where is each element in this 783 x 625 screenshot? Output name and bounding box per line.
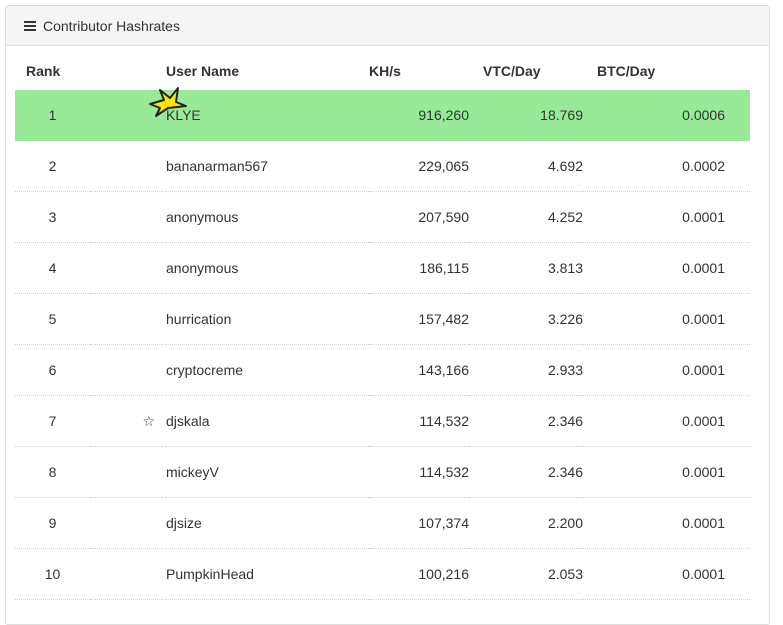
header-rank[interactable]: Rank [26, 63, 61, 79]
star-icon [90, 548, 166, 600]
user-name-cell[interactable]: cryptocreme [166, 344, 369, 396]
table-header-row: Rank User Name KH/s VTC/Day BTC/Day [15, 52, 750, 90]
btc-day-cell: 0.0001 [583, 395, 750, 447]
rank-cell: 1 [15, 90, 90, 141]
vtc-day-cell: 3.226 [469, 293, 583, 345]
vtc-day-cell: 18.769 [469, 90, 583, 141]
user-name-cell[interactable]: mickeyV [166, 446, 369, 498]
table-row[interactable]: 5 hurrication 157,482 3.226 0.0001 [15, 293, 750, 345]
panel-title: Contributor Hashrates [43, 17, 180, 34]
vtc-day-cell: 2.346 [469, 395, 583, 447]
user-name-cell[interactable]: KLYE [166, 90, 369, 141]
rank-cell: 4 [15, 242, 90, 294]
rank-cell: 8 [15, 446, 90, 498]
khs-cell: 207,590 [369, 191, 469, 243]
khs-cell: 114,532 [369, 446, 469, 498]
header-vtc-day[interactable]: VTC/Day [483, 63, 541, 79]
btc-day-cell: 0.0001 [583, 242, 750, 294]
header-user-name[interactable]: User Name [166, 63, 240, 79]
star-icon [90, 344, 166, 396]
table-row[interactable]: 3 anonymous 207,590 4.252 0.0001 [15, 191, 750, 243]
table-row[interactable]: 1 KLYE 916,260 18.769 0.0006 [15, 90, 750, 141]
star-icon [90, 293, 166, 345]
table-row[interactable]: 4 anonymous 186,115 3.813 0.0001 [15, 242, 750, 294]
btc-day-cell: 0.0006 [583, 90, 750, 141]
user-name-cell[interactable]: anonymous [166, 242, 369, 294]
menu-icon [24, 20, 36, 31]
btc-day-cell: 0.0001 [583, 446, 750, 498]
khs-cell: 916,260 [369, 90, 469, 141]
vtc-day-cell: 4.252 [469, 191, 583, 243]
rank-cell: 6 [15, 344, 90, 396]
khs-cell: 100,216 [369, 548, 469, 600]
vtc-day-cell: 2.933 [469, 344, 583, 396]
khs-cell: 143,166 [369, 344, 469, 396]
star-icon [90, 90, 166, 141]
header-btc-day[interactable]: BTC/Day [597, 63, 656, 79]
user-name-cell[interactable]: PumpkinHead [166, 548, 369, 600]
btc-day-cell: 0.0001 [583, 548, 750, 600]
user-name-cell[interactable]: anonymous [166, 191, 369, 243]
panel-heading: Contributor Hashrates [6, 6, 769, 46]
khs-cell: 186,115 [369, 242, 469, 294]
vtc-day-cell: 4.692 [469, 140, 583, 192]
table-row[interactable]: 8 mickeyV 114,532 2.346 0.0001 [15, 446, 750, 498]
rank-cell: 10 [15, 548, 90, 600]
user-name-cell[interactable]: djsize [166, 497, 369, 549]
btc-day-cell: 0.0001 [583, 293, 750, 345]
rank-cell: 9 [15, 497, 90, 549]
hashrate-table: Rank User Name KH/s VTC/Day BTC/Day 1 KLY… [15, 52, 750, 600]
vtc-day-cell: 2.200 [469, 497, 583, 549]
khs-cell: 107,374 [369, 497, 469, 549]
star-icon [90, 191, 166, 243]
btc-day-cell: 0.0002 [583, 140, 750, 192]
vtc-day-cell: 3.813 [469, 242, 583, 294]
header-khs[interactable]: KH/s [369, 63, 401, 79]
header-star [90, 52, 166, 90]
star-icon [90, 140, 166, 192]
user-name-cell[interactable]: bananarman567 [166, 140, 369, 192]
table-row[interactable]: 7 ☆ djskala 114,532 2.346 0.0001 [15, 395, 750, 447]
star-icon [90, 497, 166, 549]
khs-cell: 229,065 [369, 140, 469, 192]
vtc-day-cell: 2.053 [469, 548, 583, 600]
hashrate-table-wrapper: Rank User Name KH/s VTC/Day BTC/Day 1 KLY… [15, 52, 750, 600]
rank-cell: 2 [15, 140, 90, 192]
rank-cell: 3 [15, 191, 90, 243]
btc-day-cell: 0.0001 [583, 191, 750, 243]
star-icon [90, 242, 166, 294]
table-row[interactable]: 6 cryptocreme 143,166 2.933 0.0001 [15, 344, 750, 396]
star-icon [90, 446, 166, 498]
user-name-cell[interactable]: hurrication [166, 293, 369, 345]
table-row[interactable]: 10 PumpkinHead 100,216 2.053 0.0001 [15, 548, 750, 600]
vtc-day-cell: 2.346 [469, 446, 583, 498]
table-row[interactable]: 9 djsize 107,374 2.200 0.0001 [15, 497, 750, 549]
rank-cell: 7 [15, 395, 90, 447]
khs-cell: 157,482 [369, 293, 469, 345]
btc-day-cell: 0.0001 [583, 497, 750, 549]
rank-cell: 5 [15, 293, 90, 345]
khs-cell: 114,532 [369, 395, 469, 447]
star-icon: ☆ [90, 395, 166, 447]
btc-day-cell: 0.0001 [583, 344, 750, 396]
table-row[interactable]: 2 bananarman567 229,065 4.692 0.0002 [15, 140, 750, 192]
user-name-cell[interactable]: djskala [166, 395, 369, 447]
